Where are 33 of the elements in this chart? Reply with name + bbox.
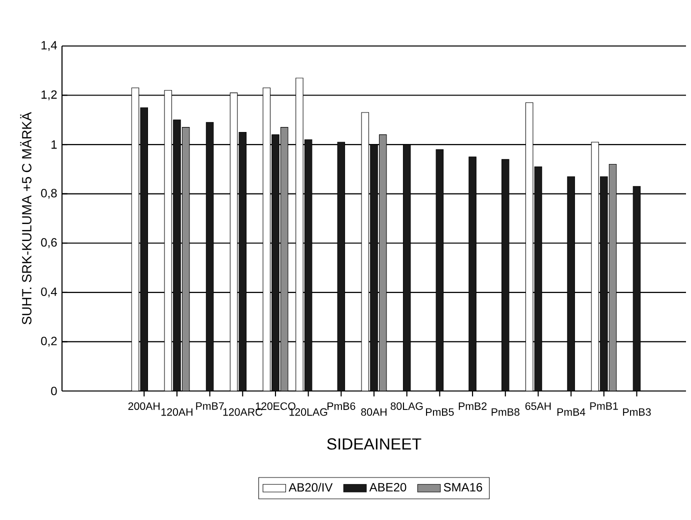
y-axis-title: SUHT. SRK-KULUMA +5 C MÄRKÄ (20, 112, 32, 324)
x-tick-label: PmB3 (623, 408, 651, 416)
y-tick-label: 0,4 (41, 287, 57, 298)
legend-label: ABE20 (369, 482, 406, 492)
bar (608, 164, 617, 391)
x-tick-label: 80AH (361, 408, 386, 416)
bar (280, 127, 288, 391)
x-tick-label: PmB8 (492, 408, 520, 416)
legend-label: SMA16 (444, 482, 482, 492)
y-tick-label: 0,2 (41, 336, 57, 347)
x-tick-label: 120AH (161, 408, 192, 416)
x-tick-label: PmB4 (557, 408, 586, 416)
y-tick-label: 1 (52, 140, 57, 149)
x-tick-label: 120ECO (256, 402, 296, 410)
x-tick-label: 200AH (128, 402, 160, 410)
x-tick-label: 120ARC (223, 408, 262, 416)
x-tick-label: PmB7 (196, 402, 224, 410)
x-tick-label: 65AH (525, 402, 551, 410)
y-tick-label: 0,8 (41, 188, 57, 199)
y-tick-label: 0,6 (41, 238, 57, 248)
x-tick-label: PmB2 (458, 402, 487, 410)
x-tick-label: PmB5 (426, 408, 454, 416)
x-tick-label: 120LAG (290, 408, 328, 416)
bar (378, 134, 387, 391)
x-tick-label: PmB6 (328, 402, 356, 410)
x-tick-label: PmB1 (590, 402, 618, 410)
x-axis-title: SIDEAINEET (327, 438, 422, 450)
y-tick-label: 1,2 (42, 90, 57, 100)
y-tick-label: 1,4 (42, 41, 57, 51)
y-tick-label: 0 (51, 386, 57, 396)
bar (182, 127, 190, 391)
legend-label: AB20/IV (288, 482, 333, 492)
x-tick-label: 80LAG (390, 402, 423, 410)
